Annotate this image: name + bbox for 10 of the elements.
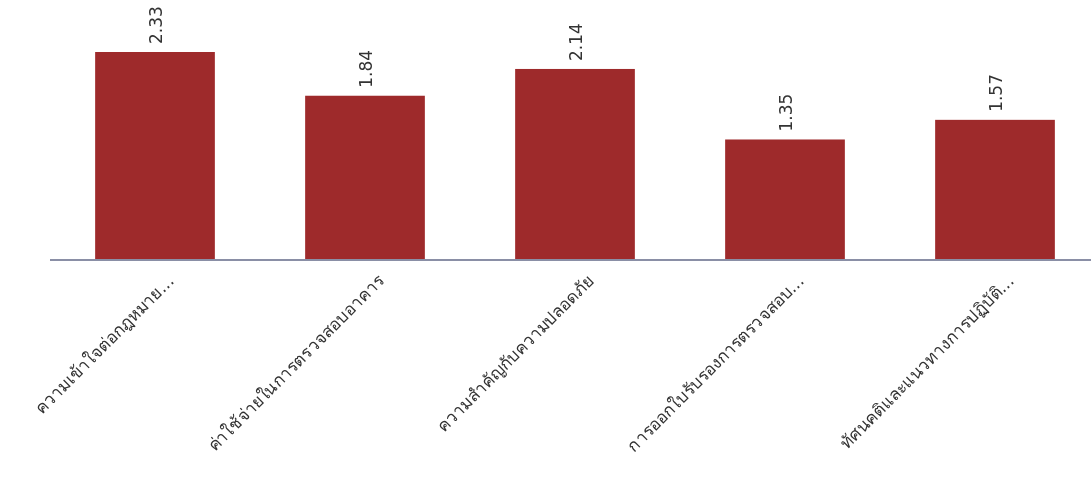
bar <box>95 52 215 260</box>
data-label: 1.57 <box>986 73 1006 112</box>
data-label: 1.35 <box>776 93 796 132</box>
data-label: 2.33 <box>146 6 166 44</box>
bar <box>305 95 425 260</box>
data-label: 1.84 <box>356 49 376 88</box>
data-label: 2.14 <box>566 23 586 61</box>
bar <box>725 139 845 260</box>
bar <box>935 119 1055 260</box>
bar <box>515 68 635 260</box>
